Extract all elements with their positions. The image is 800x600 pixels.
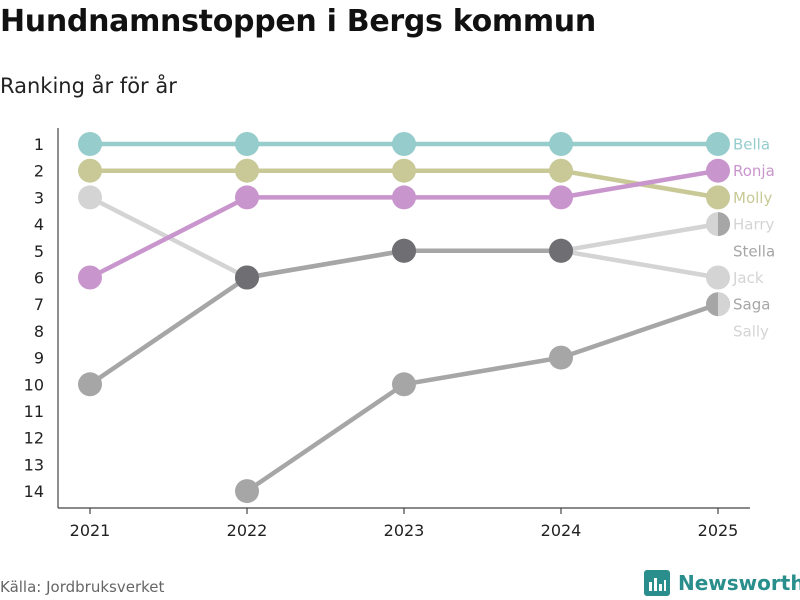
x-tick-label: 2025 — [698, 521, 739, 540]
x-tick-label: 2022 — [227, 521, 268, 540]
chart-title: Hundnamnstoppen i Bergs kommun — [0, 4, 596, 39]
y-tick-label: 3 — [34, 188, 44, 207]
marker-molly — [235, 158, 259, 183]
end-label-saga: Saga — [733, 296, 770, 314]
series-line-jack — [87, 195, 721, 280]
end-label-sally: Sally — [733, 322, 769, 340]
y-tick-label: 10 — [24, 375, 44, 394]
marker-ronja — [78, 265, 102, 290]
end-label-stella: Stella — [733, 242, 775, 260]
y-tick-label: 6 — [34, 269, 44, 288]
y-tick-label: 14 — [24, 482, 44, 501]
marker-overlap — [392, 238, 416, 263]
y-tick-label: 11 — [24, 402, 44, 421]
marker-jack — [706, 265, 730, 290]
marker-jack — [78, 185, 102, 210]
y-tick-label: 9 — [34, 349, 44, 368]
marker-molly — [549, 158, 573, 183]
series-line-stella — [87, 248, 564, 387]
marker-saga — [549, 345, 573, 370]
marker-ronja — [549, 185, 573, 210]
end-label-jack: Jack — [732, 269, 764, 287]
x-tick-label: 2024 — [541, 521, 582, 540]
y-tick-label: 8 — [34, 322, 44, 341]
marker-half-saga — [718, 292, 730, 317]
marker-bella — [549, 132, 573, 156]
marker-saga — [235, 479, 259, 504]
end-label-harry: Harry — [733, 216, 775, 234]
marker-overlap — [235, 265, 259, 290]
y-tick-label: 7 — [34, 295, 44, 314]
series-end-labels: Bella Molly Ronja Jack Harry Stella Saga Sally — [732, 136, 775, 341]
y-tick-label: 12 — [24, 429, 44, 448]
marker-ronja — [235, 185, 259, 210]
brand-name: Newsworthy — [678, 571, 800, 595]
marker-saga — [392, 372, 416, 397]
marker-stella — [78, 372, 102, 397]
series-markers — [78, 132, 730, 504]
marker-bella — [392, 132, 416, 156]
end-label-bella: Bella — [733, 136, 770, 154]
chart-subtitle: Ranking år för år — [0, 74, 177, 98]
brand-logo: Newsworthy — [644, 570, 800, 596]
marker-molly — [392, 158, 416, 183]
y-tick-label: 5 — [34, 242, 44, 261]
marker-bella — [706, 132, 730, 156]
source-note: Källa: Jordbruksverket — [0, 578, 165, 596]
marker-half-harry — [718, 212, 730, 237]
end-label-molly: Molly — [733, 189, 772, 207]
marker-overlap — [549, 238, 573, 263]
x-tick-label: 2021 — [70, 521, 111, 540]
marker-bella — [235, 132, 259, 156]
end-label-ronja: Ronja — [733, 162, 775, 180]
marker-molly — [706, 185, 730, 210]
series-line-saga — [244, 301, 721, 494]
newsworthy-logo-icon — [644, 570, 670, 596]
marker-ronja — [392, 185, 416, 210]
x-tick-label: 2023 — [384, 521, 425, 540]
marker-bella — [78, 132, 102, 156]
y-tick-label: 1 — [34, 135, 44, 154]
y-tick-label: 13 — [24, 455, 44, 474]
y-tick-label: 2 — [34, 162, 44, 181]
y-tick-label: 4 — [34, 215, 44, 234]
marker-ronja — [706, 158, 730, 183]
marker-molly — [78, 158, 102, 183]
